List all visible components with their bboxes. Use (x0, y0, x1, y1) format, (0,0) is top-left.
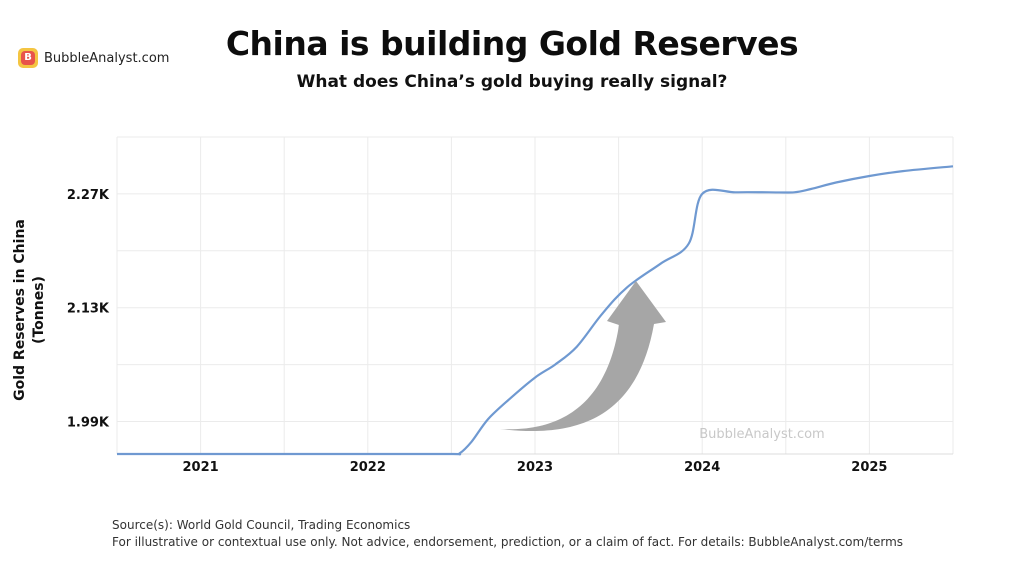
x-tick-label: 2022 (350, 460, 386, 475)
disclaimer-note: For illustrative or contextual use only.… (112, 535, 904, 549)
brand-badge-icon: B (18, 48, 38, 68)
x-tick-label: 2021 (183, 460, 219, 475)
upward-arrow-icon (500, 281, 666, 432)
source-note: Source(s): World Gold Council, Trading E… (112, 518, 411, 532)
brand-logo: B BubbleAnalyst.com (18, 48, 169, 68)
gold-reserves-line (116, 165, 954, 456)
footer: Source(s): World Gold Council, Trading E… (112, 517, 903, 551)
x-tick-label: 2025 (851, 460, 887, 475)
y-tick-label: 2.27K (67, 188, 110, 203)
page-title: China is building Gold Reserves (225, 24, 799, 63)
x-tick-label: 2024 (684, 460, 720, 475)
brand-name: BubbleAnalyst.com (44, 50, 170, 66)
x-tick-label: 2023 (517, 460, 553, 475)
page-subtitle: What does China’s gold buying really sig… (296, 72, 728, 92)
watermark-text: BubbleAnalyst.com (699, 427, 824, 442)
y-tick-label: 1.99K (67, 415, 110, 430)
brand-badge-letter: B (21, 51, 35, 65)
y-tick-label: 2.13K (67, 302, 110, 317)
